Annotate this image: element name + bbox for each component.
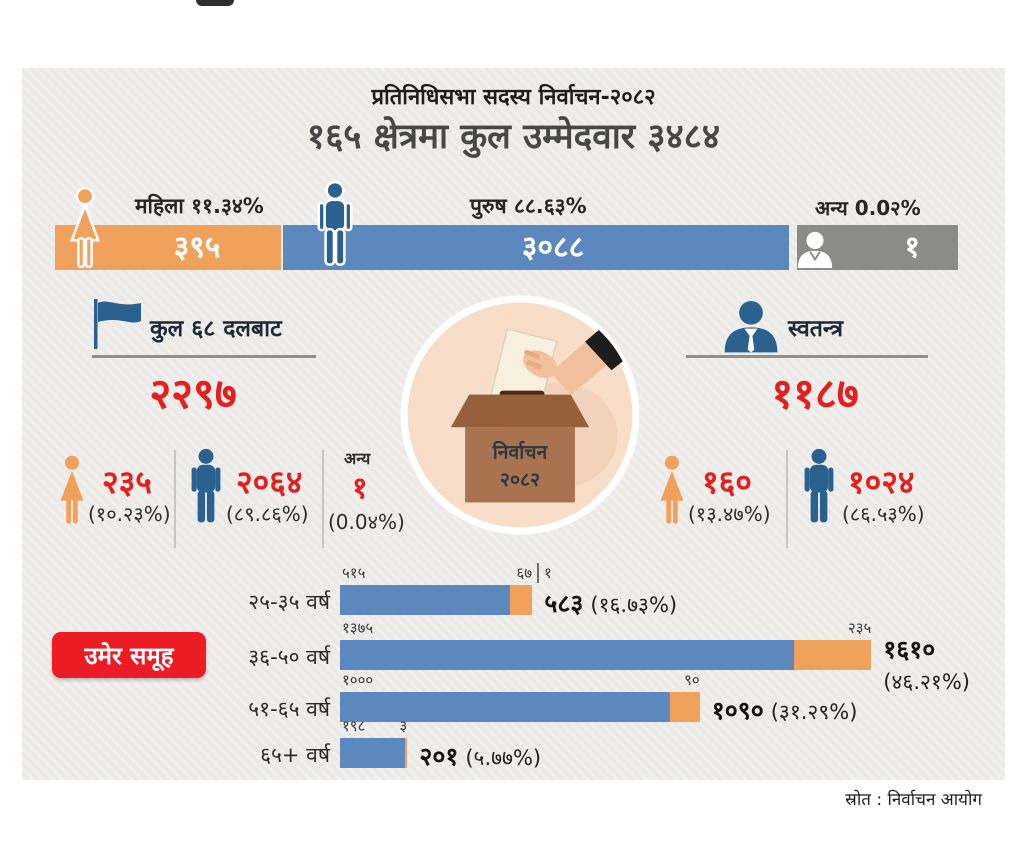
- female-total-value: ३९५: [173, 230, 221, 265]
- page-title: १६५ क्षेत्रमा कुल उम्मेदवार ३४८४: [306, 117, 721, 157]
- independent-value: ११८७: [771, 369, 859, 418]
- male-segment-value: १९८: [342, 717, 366, 735]
- person-bust-icon: [794, 230, 836, 272]
- independent-male-pct: (८६.५३%): [842, 502, 925, 526]
- male-segment-value: ५१५: [342, 564, 366, 582]
- source-note: स्रोत : निर्वाचन आयोग: [845, 790, 982, 810]
- male-icon: [185, 448, 227, 532]
- separator: [174, 450, 176, 548]
- independent-label: स्वतन्त्र: [788, 316, 844, 342]
- party-other-value: १: [352, 471, 368, 506]
- flag-icon: [92, 298, 144, 354]
- male-bar-segment: [340, 738, 406, 768]
- female-segment-value: ६७: [516, 564, 533, 582]
- row-total-pct: (३१.२९%): [770, 700, 858, 724]
- male-bar-segment: [340, 692, 670, 722]
- male-bar-segment: ३०८८: [283, 225, 789, 270]
- age-category-label: ६५+ वर्ष: [260, 743, 330, 767]
- male-share-label: पुरुष ८८.६३%: [470, 194, 587, 218]
- ballot-box-text-line2: २०८२: [500, 468, 540, 491]
- male-total-value: ३०८८: [521, 230, 585, 265]
- female-icon: [52, 454, 92, 532]
- cropped-text-fragment: [196, 0, 234, 6]
- female-segment-value: २३५: [847, 619, 872, 637]
- stacked-bar: [340, 585, 533, 615]
- other-share-label: अन्य 0.0२%: [815, 196, 921, 220]
- male-segment-value: १३७५: [342, 619, 374, 637]
- female-segment-value: ९०: [684, 671, 700, 689]
- separator: [322, 450, 324, 548]
- stacked-bar: [340, 738, 408, 768]
- age-chart-row: ३६-५० वर्ष १३७५ २३५ १६१० (४६.२१%): [22, 618, 1005, 694]
- ballot-box-text-line1: निर्वाचन: [492, 441, 549, 464]
- row-total-pct: (४६.२१%): [883, 670, 970, 694]
- party-male-pct: (८९.८६%): [226, 502, 309, 526]
- age-category-label: ३६-५० वर्ष: [248, 645, 330, 669]
- party-female-value: २३५: [102, 463, 152, 501]
- party-other-pct: (0.0४%): [328, 510, 405, 534]
- row-total-pct: (५.७७%): [465, 746, 542, 770]
- independent-male-value: १०२४: [848, 463, 915, 501]
- female-icon: [62, 186, 108, 276]
- stacked-bar: [340, 692, 700, 722]
- divider-line: [686, 355, 928, 358]
- age-chart-row: २५-३५ वर्ष ५१५ ६७ १ ५८३ (१६.७३%): [22, 563, 1005, 618]
- other-segment-value: १: [537, 563, 552, 583]
- party-total-label: कुल ६८ दलबाट: [150, 316, 282, 342]
- party-other-label: अन्य: [344, 449, 371, 468]
- row-total-value: २०१: [419, 742, 459, 771]
- subtitle: प्रतिनिधिसभा सदस्य निर्वाचन-२०८२: [371, 85, 656, 110]
- divider-line: [92, 355, 316, 358]
- row-total-value: ५८३: [544, 589, 584, 618]
- independent-female-pct: (१३.४७%): [688, 502, 771, 526]
- male-segment-value: १०००: [342, 671, 374, 689]
- ballot-box-illustration: निर्वाचन २०८२: [398, 293, 642, 537]
- age-chart-row: ५१-६५ वर्ष १००० ९० १०९० (३१.२९%): [22, 670, 1005, 725]
- male-icon: [312, 180, 358, 275]
- female-bar-segment: [793, 640, 872, 670]
- party-male-value: २०६४: [236, 463, 303, 501]
- female-segment-value: ३: [399, 717, 408, 735]
- age-category-label: २५-३५ वर्ष: [248, 590, 330, 614]
- infographic-card: प्रतिनिधिसभा सदस्य निर्वाचन-२०८२ १६५ क्ष…: [22, 68, 1005, 780]
- male-icon: [798, 448, 840, 532]
- other-total-value: १: [904, 230, 920, 265]
- age-chart-row: ६५+ वर्ष १९८ ३ २०१ (५.७७%): [22, 716, 1005, 771]
- female-icon: [652, 454, 692, 532]
- age-group-badge: उमेर समूह: [52, 632, 206, 678]
- female-bar-segment: [405, 738, 408, 768]
- separator: [786, 450, 788, 548]
- independent-female-value: १६०: [702, 463, 752, 501]
- row-total-pct: (१६.७३%): [590, 593, 678, 617]
- stacked-bar: [340, 640, 872, 670]
- party-female-pct: (१०.२३%): [88, 502, 171, 526]
- party-total-value: २२९७: [149, 369, 237, 418]
- age-category-label: ५१-६५ वर्ष: [248, 697, 330, 721]
- female-bar-segment: [509, 585, 533, 615]
- row-total-value: १६१०: [883, 635, 936, 664]
- female-bar-segment: [670, 692, 700, 722]
- female-share-label: महिला ११.३४%: [135, 194, 264, 218]
- row-total-value: १०९०: [711, 696, 764, 725]
- male-bar-segment: [340, 640, 794, 670]
- independent-person-icon: [722, 299, 780, 357]
- male-bar-segment: [340, 585, 510, 615]
